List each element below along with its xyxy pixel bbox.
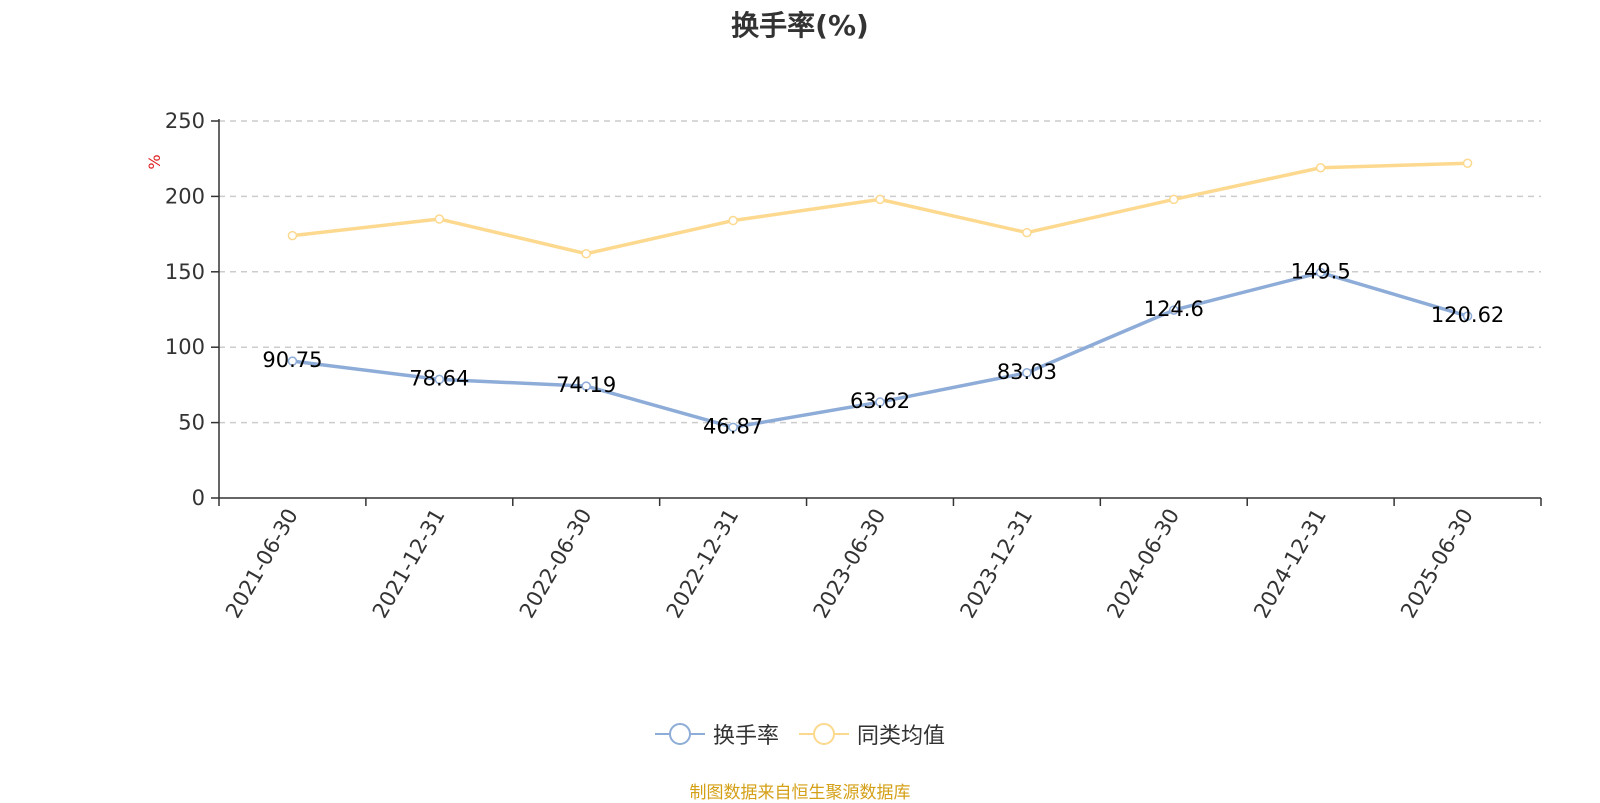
x-tick-label: 2024-12-31 bbox=[1249, 505, 1331, 623]
legend-label: 同类均值 bbox=[857, 724, 946, 749]
data-label: 63.62 bbox=[850, 389, 910, 413]
data-label: 149.5 bbox=[1291, 260, 1351, 284]
x-tick-label: 2023-06-30 bbox=[809, 505, 891, 623]
line-chart: 0 50 100 150 200 250% 2021-06-30 2021-12-31 2022… bbox=[145, 109, 1542, 623]
y-tick-label: 50 bbox=[178, 411, 205, 435]
data-point bbox=[581, 248, 591, 259]
legend-marker-icon bbox=[654, 723, 705, 745]
data-point bbox=[1462, 158, 1473, 168]
data-label: 83.03 bbox=[997, 360, 1057, 384]
x-tick-label: 2022-12-31 bbox=[662, 505, 744, 623]
data-point bbox=[1169, 194, 1179, 205]
data-point bbox=[1315, 162, 1326, 173]
series-line bbox=[292, 161, 1468, 256]
legend-item[interactable]: 同类均值 bbox=[799, 718, 945, 750]
data-point bbox=[581, 381, 591, 391]
data-point bbox=[287, 230, 298, 241]
legend-item[interactable]: 换手率 bbox=[654, 718, 779, 750]
y-tick-label: 200 bbox=[165, 184, 205, 208]
data-label: 124.6 bbox=[1144, 297, 1204, 321]
data-labels: 90.75 78.64 74.19 46.87 63.62 83.03 124.6 149.5… bbox=[262, 260, 1504, 439]
data-label: 90.75 bbox=[262, 348, 322, 372]
data-point bbox=[1462, 311, 1473, 321]
data-point bbox=[1169, 305, 1179, 315]
y-tick-label: 250 bbox=[165, 109, 205, 133]
x-tick-label: 2023-12-31 bbox=[955, 505, 1037, 623]
data-label: 120.62 bbox=[1431, 303, 1504, 327]
data-point bbox=[1022, 368, 1032, 378]
x-tick-label: 2021-12-31 bbox=[368, 505, 450, 623]
data-point bbox=[875, 194, 885, 205]
x-tick-label: 2022-06-30 bbox=[515, 505, 597, 623]
legend-circle bbox=[813, 723, 835, 745]
x-tick-label: 2025-06-30 bbox=[1396, 505, 1478, 623]
x-tick-label: 2021-06-30 bbox=[221, 505, 303, 623]
data-point bbox=[1022, 227, 1032, 238]
data-point bbox=[434, 374, 445, 385]
legend-circle bbox=[668, 723, 691, 745]
data-point bbox=[1315, 267, 1326, 278]
data-point bbox=[728, 422, 738, 433]
data-label: 78.64 bbox=[409, 366, 469, 390]
y-tick-label: 0 bbox=[192, 486, 205, 510]
chart-title: 换手率(%) bbox=[731, 9, 869, 42]
axes: 0 50 100 150 200 250% 2021-06-30 2021-12-31 2022… bbox=[145, 109, 1542, 623]
data-point bbox=[728, 215, 738, 226]
legend: 换手率 同类均值 bbox=[0, 718, 1600, 753]
source-note: 制图数据来自恒生聚源数据库 bbox=[689, 783, 911, 803]
data-point bbox=[875, 397, 885, 407]
x-tick-label: 2024-06-30 bbox=[1102, 505, 1184, 623]
y-axis-unit: % bbox=[145, 154, 164, 169]
data-point bbox=[287, 356, 298, 366]
y-tick-label: 150 bbox=[165, 260, 205, 284]
legend-marker-icon bbox=[799, 723, 849, 745]
data-label: 74.19 bbox=[556, 373, 616, 397]
data-label: 46.87 bbox=[703, 414, 763, 438]
legend-label: 换手率 bbox=[712, 724, 779, 749]
y-tick-label: 100 bbox=[165, 335, 205, 359]
data-point bbox=[434, 214, 445, 224]
series bbox=[287, 158, 1473, 433]
